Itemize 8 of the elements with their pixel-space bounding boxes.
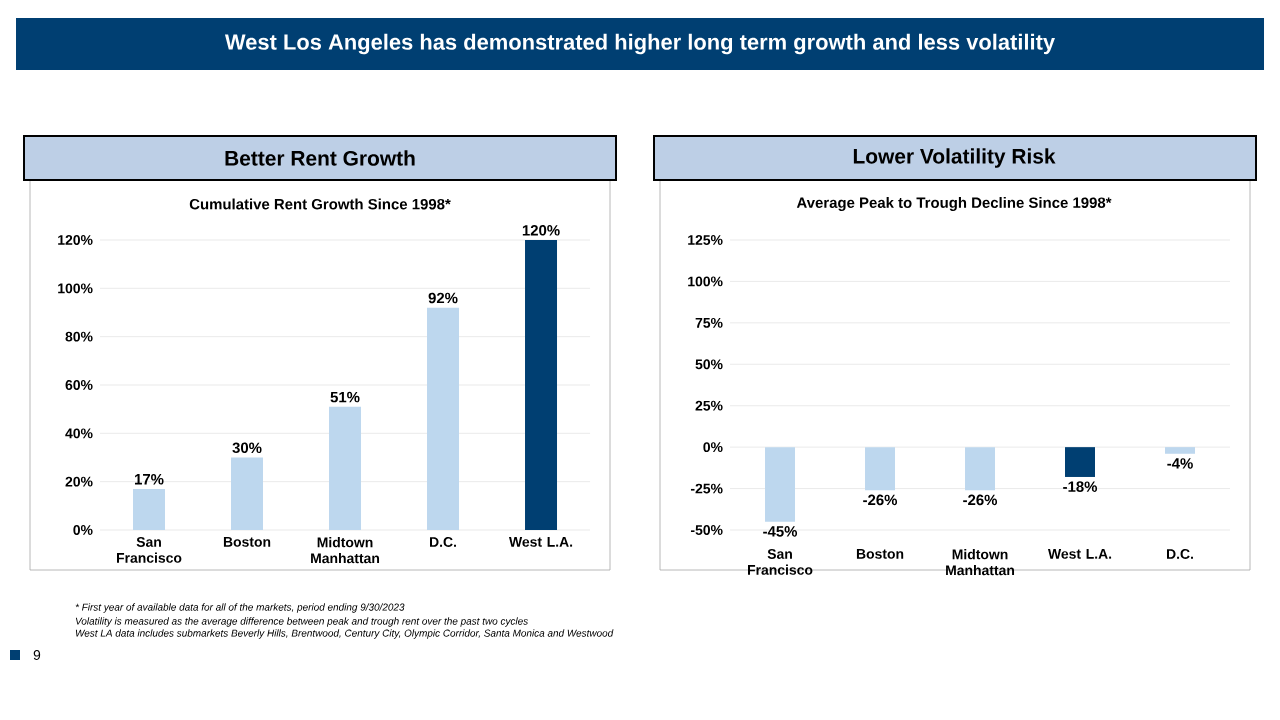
bar bbox=[329, 406, 362, 530]
chart-title: Lower Volatility Risk bbox=[853, 148, 1056, 168]
bar bbox=[231, 457, 264, 530]
text: West Los Angeles has demonstrated higher long term growth and less volatility bbox=[224, 33, 1055, 55]
bar bbox=[427, 307, 460, 530]
bar bbox=[525, 239, 558, 530]
bar bbox=[133, 488, 166, 530]
chart-title: Better Rent Growth bbox=[225, 150, 415, 166]
